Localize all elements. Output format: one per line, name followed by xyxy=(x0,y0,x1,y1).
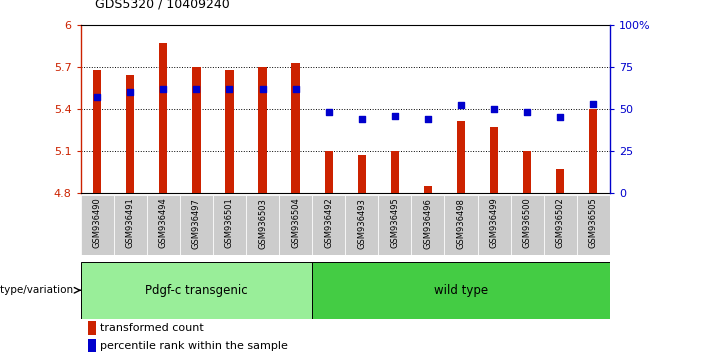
Bar xyxy=(292,63,300,193)
Text: GSM936504: GSM936504 xyxy=(291,198,300,249)
Point xyxy=(158,86,169,91)
Bar xyxy=(312,195,346,255)
Bar xyxy=(346,195,379,255)
Point xyxy=(587,101,599,107)
Bar xyxy=(358,155,366,193)
Bar xyxy=(411,195,444,255)
Bar xyxy=(510,195,544,255)
Point xyxy=(522,109,533,115)
Bar xyxy=(246,195,279,255)
Text: GSM936501: GSM936501 xyxy=(225,198,234,249)
Text: GSM936497: GSM936497 xyxy=(192,198,201,249)
Bar xyxy=(81,262,312,319)
Text: GDS5320 / 10409240: GDS5320 / 10409240 xyxy=(95,0,229,11)
Bar xyxy=(147,195,180,255)
Bar xyxy=(259,67,266,193)
Point xyxy=(456,103,467,108)
Text: GSM936499: GSM936499 xyxy=(489,198,498,249)
Text: GSM936490: GSM936490 xyxy=(93,198,102,249)
Bar xyxy=(457,121,465,193)
Bar xyxy=(444,195,477,255)
Bar xyxy=(312,262,610,319)
Bar xyxy=(325,151,333,193)
Bar xyxy=(81,195,114,255)
Bar xyxy=(379,195,411,255)
Text: GSM936500: GSM936500 xyxy=(523,198,531,249)
Point xyxy=(92,94,103,100)
Point xyxy=(356,116,367,122)
Text: GSM936495: GSM936495 xyxy=(390,198,400,249)
Bar xyxy=(424,186,432,193)
Bar xyxy=(114,195,147,255)
Text: GSM936502: GSM936502 xyxy=(556,198,565,249)
Point xyxy=(422,116,433,122)
Text: wild type: wild type xyxy=(434,284,488,297)
Point xyxy=(191,86,202,91)
Bar xyxy=(192,67,200,193)
Text: GSM936498: GSM936498 xyxy=(456,198,465,249)
Bar xyxy=(477,195,510,255)
Bar xyxy=(88,321,97,335)
Text: GSM936491: GSM936491 xyxy=(125,198,135,249)
Bar xyxy=(390,151,399,193)
Bar xyxy=(279,195,312,255)
Point xyxy=(323,109,334,115)
Bar xyxy=(577,195,610,255)
Point xyxy=(125,89,136,95)
Point xyxy=(554,114,566,120)
Bar xyxy=(225,70,233,193)
Point xyxy=(389,113,400,118)
Bar xyxy=(556,169,564,193)
Text: Pdgf-c transgenic: Pdgf-c transgenic xyxy=(145,284,247,297)
Bar xyxy=(93,70,101,193)
Text: GSM936493: GSM936493 xyxy=(358,198,367,249)
Text: GSM936492: GSM936492 xyxy=(324,198,333,249)
Bar xyxy=(213,195,246,255)
Point xyxy=(224,86,235,91)
Text: GSM936503: GSM936503 xyxy=(258,198,267,249)
Text: genotype/variation: genotype/variation xyxy=(0,285,74,295)
Bar xyxy=(159,43,168,193)
Text: transformed count: transformed count xyxy=(100,323,204,333)
Bar xyxy=(88,339,97,352)
Point xyxy=(257,86,268,91)
Bar xyxy=(544,195,577,255)
Point xyxy=(489,106,500,112)
Bar xyxy=(126,75,135,193)
Point xyxy=(290,86,301,91)
Text: percentile rank within the sample: percentile rank within the sample xyxy=(100,341,288,350)
Bar xyxy=(523,151,531,193)
Text: GSM936494: GSM936494 xyxy=(159,198,168,249)
Text: GSM936505: GSM936505 xyxy=(589,198,598,249)
Bar xyxy=(490,127,498,193)
Bar xyxy=(180,195,213,255)
Bar xyxy=(590,109,597,193)
Text: GSM936496: GSM936496 xyxy=(423,198,433,249)
